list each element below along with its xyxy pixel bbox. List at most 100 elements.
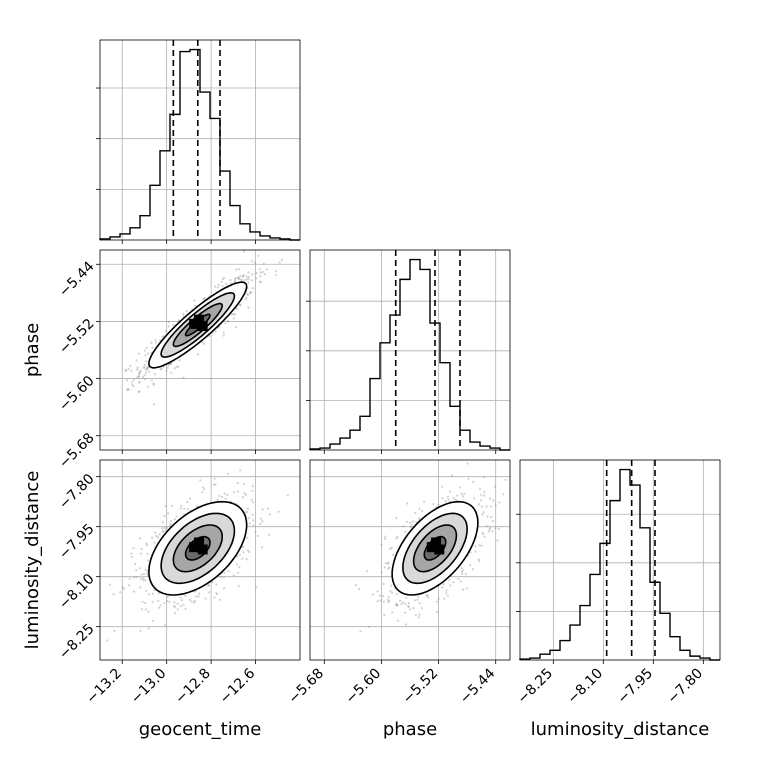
- sample-point: [126, 387, 130, 390]
- joint-panel-geocent_time-luminosity_distance: [96, 460, 300, 664]
- sample-point: [256, 534, 259, 538]
- sample-point: [244, 298, 247, 301]
- sample-point: [232, 491, 236, 494]
- sample-point: [466, 462, 469, 465]
- sample-point: [237, 277, 240, 280]
- sample-point: [213, 285, 217, 288]
- sample-point: [286, 494, 289, 497]
- sample-point: [158, 533, 161, 536]
- sample-point: [142, 579, 145, 582]
- sample-point: [230, 313, 234, 316]
- sample-point: [215, 592, 218, 595]
- y-tick-label: −7.80: [56, 471, 98, 513]
- sample-point: [145, 572, 148, 575]
- sample-point: [145, 544, 148, 547]
- sample-point: [223, 322, 227, 325]
- sample-point: [259, 275, 262, 278]
- sample-point: [130, 555, 134, 559]
- sample-point: [452, 497, 455, 500]
- y-tick-label: −5.60: [56, 373, 98, 415]
- sample-point: [409, 526, 412, 529]
- sample-point: [129, 364, 132, 368]
- sample-point: [151, 346, 154, 349]
- sample-point: [161, 335, 164, 339]
- x-axis-label-2: luminosity_distance: [531, 719, 710, 740]
- sample-point: [259, 522, 262, 526]
- sample-point: [427, 596, 430, 599]
- sample-point: [359, 630, 362, 633]
- sample-point: [193, 299, 196, 302]
- sample-point: [146, 367, 149, 370]
- sample-point: [388, 566, 391, 569]
- sample-point: [222, 334, 225, 337]
- sample-point: [491, 520, 494, 523]
- sample-point: [261, 270, 264, 274]
- sample-point: [202, 486, 205, 489]
- sample-point: [170, 362, 173, 365]
- x-tick-label: −8.10: [565, 666, 607, 708]
- sample-point: [153, 372, 156, 376]
- sample-point: [387, 595, 390, 599]
- sample-point: [222, 331, 225, 334]
- sample-point: [396, 604, 399, 607]
- sample-point: [188, 598, 192, 602]
- sample-point: [172, 604, 176, 607]
- sample-point: [145, 346, 148, 349]
- sample-point: [412, 520, 415, 523]
- sample-point: [240, 278, 243, 281]
- sample-point: [138, 380, 141, 383]
- sample-point: [245, 296, 248, 299]
- sample-point: [146, 559, 150, 562]
- sample-point: [138, 390, 141, 393]
- sample-point: [238, 303, 241, 307]
- x-axis-label-0: geocent_time: [139, 719, 262, 740]
- sample-point: [214, 330, 217, 333]
- sample-point: [277, 510, 280, 513]
- sample-point: [127, 367, 130, 370]
- sample-point: [173, 601, 176, 604]
- x-tick-label: −8.25: [515, 666, 557, 708]
- sample-point: [184, 607, 187, 610]
- sample-point: [234, 313, 237, 316]
- sample-point: [126, 389, 129, 392]
- sample-point: [399, 599, 402, 603]
- sample-point: [127, 388, 130, 391]
- y-axis-label-1: phase: [22, 323, 43, 377]
- sample-point: [207, 591, 211, 594]
- sample-point: [248, 292, 252, 295]
- sample-point: [223, 571, 226, 575]
- sample-point: [383, 537, 387, 540]
- sample-point: [420, 606, 423, 610]
- sample-point: [145, 360, 148, 363]
- sample-point: [460, 570, 464, 573]
- sample-point: [247, 281, 250, 284]
- sample-point: [421, 509, 424, 513]
- sample-point: [145, 371, 148, 374]
- sample-point: [150, 341, 153, 344]
- histogram-panel-luminosity_distance: [516, 460, 720, 664]
- sample-point: [417, 616, 420, 619]
- sample-point: [144, 378, 147, 381]
- sample-point: [477, 503, 481, 506]
- sample-point: [236, 563, 239, 566]
- sample-point: [481, 531, 484, 535]
- sample-point: [242, 274, 245, 277]
- sample-point: [461, 495, 465, 498]
- sample-point: [106, 639, 109, 642]
- sample-point: [483, 494, 486, 497]
- sample-point: [221, 278, 224, 281]
- sample-point: [389, 590, 392, 593]
- sample-point: [147, 352, 150, 355]
- sample-point: [224, 498, 227, 501]
- sample-point: [469, 564, 472, 567]
- sample-point: [384, 535, 387, 538]
- sample-point: [459, 580, 462, 583]
- sample-point: [132, 590, 136, 593]
- sample-point: [135, 359, 138, 362]
- sample-point: [491, 530, 494, 533]
- sample-point: [138, 381, 141, 384]
- sample-point: [155, 534, 158, 538]
- sample-point: [395, 604, 398, 607]
- sample-point: [164, 330, 168, 333]
- sample-point: [179, 605, 182, 608]
